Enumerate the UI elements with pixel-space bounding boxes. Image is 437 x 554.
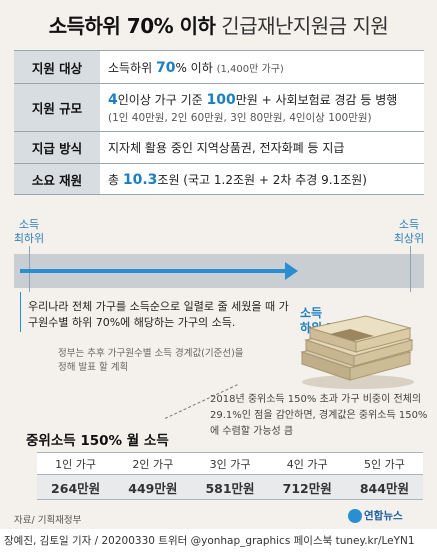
median-value-cell: 581만원 <box>205 480 255 496</box>
median-value-row: 264만원 449만원 581만원 712만원 844만원 <box>37 475 423 500</box>
label-target: 지원 대상 <box>14 50 100 84</box>
median-header-cell: 5인 가구 <box>363 457 405 471</box>
label-lowest-income: 소득 최하위 <box>13 218 45 245</box>
scale-sub: (1인 40만원, 2인 60만원, 3인 80만원, 4인이상 100만원) <box>108 111 372 124</box>
value-budget: 총 10.3조원 (국고 1.2조원 + 2차 추경 9.1조원) <box>100 163 424 195</box>
median-header-cell: 4인 가구 <box>286 457 328 471</box>
note-threshold: 2018년 중위소득 150% 초과 가구 비중이 전체의 29.1%인 점을 … <box>210 394 428 437</box>
scale-hl1: 4 <box>108 91 118 108</box>
tick-right <box>410 246 411 292</box>
page-title: 소득하위 70% 이하 긴급재난지원금 지원 <box>0 10 437 39</box>
scale-hl2: 100 <box>206 91 236 108</box>
row-method: 지급 방식 지자체 활용 중인 지역상품권, 전자화폐 등 지급 <box>14 131 424 164</box>
median-income-table: 1인 가구 2인 가구 3인 가구 4인 가구 5인 가구 264만원 449만원 581만… <box>37 452 423 500</box>
source-note: 자료/ 기획재정부 <box>14 515 82 526</box>
credit-line: 장예진, 김토일 기자 / 20200330 트위터 @yonhap_graph… <box>0 529 437 554</box>
label-scale: 지원 규모 <box>14 83 100 132</box>
scale-post: 만원 + 사회보험료 경감 등 병행 <box>235 92 398 107</box>
row-budget: 소요 재원 총 10.3조원 (국고 1.2조원 + 2차 추경 9.1조원) <box>14 163 424 195</box>
title-main: 소득하위 70% 이하 <box>48 14 216 38</box>
median-value-cell: 264만원 <box>51 480 101 496</box>
target-post: % 이하 <box>175 60 213 75</box>
median-title: 중위소득 150% 월 소득 <box>26 433 169 449</box>
scale-mid: 인이상 가구 기준 <box>117 92 207 107</box>
target-highlight: 70 <box>155 59 176 76</box>
target-pre: 소득하위 <box>108 60 156 75</box>
label-highest-income: 소득 최상위 <box>393 218 425 245</box>
support-info-table: 지원 대상 소득하위 70% 이하 (1,400만 가구) 지원 규모 4인이상… <box>14 50 424 195</box>
yonhap-logo-icon <box>348 509 362 523</box>
yonhap-logo: 연합뉴스 <box>348 508 403 523</box>
median-header-cell: 1인 가구 <box>55 457 97 471</box>
note-government-plan: 정부는 추후 가구원수별 소득 경계값(기준선)을 정해 발표 할 계획 <box>58 348 244 373</box>
median-value-cell: 844만원 <box>359 480 409 496</box>
budget-pre: 총 <box>108 172 123 187</box>
budget-post: 조원 (국고 1.2조원 + 2차 추경 9.1조원) <box>157 172 367 187</box>
explain-text: 우리나라 전체 가구를 소득순으로 일렬로 줄 세웠을 때 가구원수별 하위 7… <box>28 300 289 329</box>
target-note: (1,400만 가구) <box>216 63 284 75</box>
median-header-cell: 3인 가구 <box>209 457 251 471</box>
median-value-cell: 449만원 <box>128 480 178 496</box>
label-method: 지급 방식 <box>14 131 100 164</box>
value-method: 지자체 활용 중인 지역상품권, 전자화폐 등 지급 <box>100 131 424 164</box>
logo-text: 연합뉴스 <box>364 510 403 522</box>
value-target: 소득하위 70% 이하 (1,400만 가구) <box>100 50 424 84</box>
median-header-cell: 2인 가구 <box>132 457 174 471</box>
budget-highlight: 10.3 <box>122 171 158 188</box>
income-arrow-head <box>285 262 298 280</box>
value-scale: 4인이상 가구 기준 100만원 + 사회보험료 경감 등 병행 (1인 40만… <box>100 83 424 132</box>
explain-bracket <box>20 292 21 332</box>
row-scale: 지원 규모 4인이상 가구 기준 100만원 + 사회보험료 경감 등 병행 (… <box>14 83 424 132</box>
label-budget: 소요 재원 <box>14 163 100 195</box>
row-target: 지원 대상 소득하위 70% 이하 (1,400만 가구) <box>14 50 424 84</box>
income-arrow-line <box>20 269 288 273</box>
median-header-row: 1인 가구 2인 가구 3인 가구 4인 가구 5인 가구 <box>37 452 423 475</box>
title-sub: 긴급재난지원금 지원 <box>221 14 389 38</box>
median-value-cell: 712만원 <box>282 480 332 496</box>
money-stack-illustration <box>300 315 414 389</box>
